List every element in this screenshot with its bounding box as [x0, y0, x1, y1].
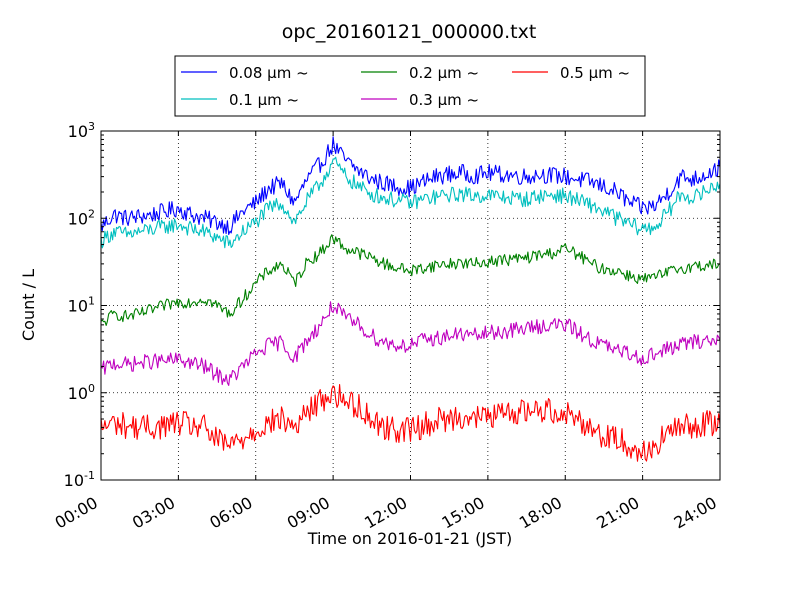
legend-label: 0.2 μm ~ [409, 64, 479, 82]
x-tick-label: 06:00 [206, 493, 255, 533]
x-tick-label: 09:00 [284, 493, 333, 533]
y-tick-label: 10-1 [64, 469, 95, 490]
x-tick-label: 18:00 [516, 493, 565, 533]
x-tick-label: 24:00 [671, 493, 720, 533]
y-axis-label: Count / L [19, 269, 38, 341]
legend-label: 0.3 μm ~ [409, 91, 479, 109]
series-line [100, 234, 721, 326]
legend-label: 0.5 μm ~ [560, 64, 630, 82]
series-line [100, 301, 721, 386]
chart-title: opc_20160121_000000.txt [282, 21, 537, 43]
legend-box [174, 55, 646, 117]
y-tick-label: 100 [68, 382, 95, 403]
plot-area [100, 130, 721, 481]
legend-items: 0.08 μm ~ 0.1 μm ~ 0.2 μm ~ 0.3 μm ~ 0.5 μm … [181, 64, 630, 109]
series-line [100, 136, 721, 236]
legend: 0.08 μm ~ 0.1 μm ~ 0.2 μm ~ 0.3 μm ~ 0.5 μm … [174, 55, 646, 117]
plot-frame [101, 131, 720, 480]
x-axis-label: Time on 2016-01-21 (JST) [307, 529, 512, 548]
legend-label: 0.1 μm ~ [229, 91, 299, 109]
series-line [100, 383, 721, 462]
x-tick-label: 03:00 [129, 493, 178, 533]
legend-label: 0.08 μm ~ [229, 64, 309, 82]
y-tick-label: 102 [68, 207, 95, 228]
y-axis: 10-1 100 101 102 103 [64, 120, 720, 490]
y-tick-label: 103 [68, 120, 95, 141]
series-layer [100, 136, 721, 462]
x-tick-label: 21:00 [593, 493, 642, 533]
x-tick-label: 15:00 [438, 493, 487, 533]
series-line [100, 156, 721, 249]
x-tick-label: 00:00 [52, 493, 101, 533]
y-tick-label: 101 [68, 295, 95, 316]
x-tick-label: 12:00 [361, 493, 410, 533]
